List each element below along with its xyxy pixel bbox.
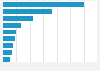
Bar xyxy=(3,16,33,21)
Bar xyxy=(3,2,84,7)
Bar xyxy=(3,23,21,28)
Bar xyxy=(3,43,13,48)
Bar xyxy=(3,30,16,34)
Bar xyxy=(3,57,10,62)
Bar xyxy=(3,36,15,41)
Bar xyxy=(3,50,12,55)
Bar xyxy=(3,9,52,14)
